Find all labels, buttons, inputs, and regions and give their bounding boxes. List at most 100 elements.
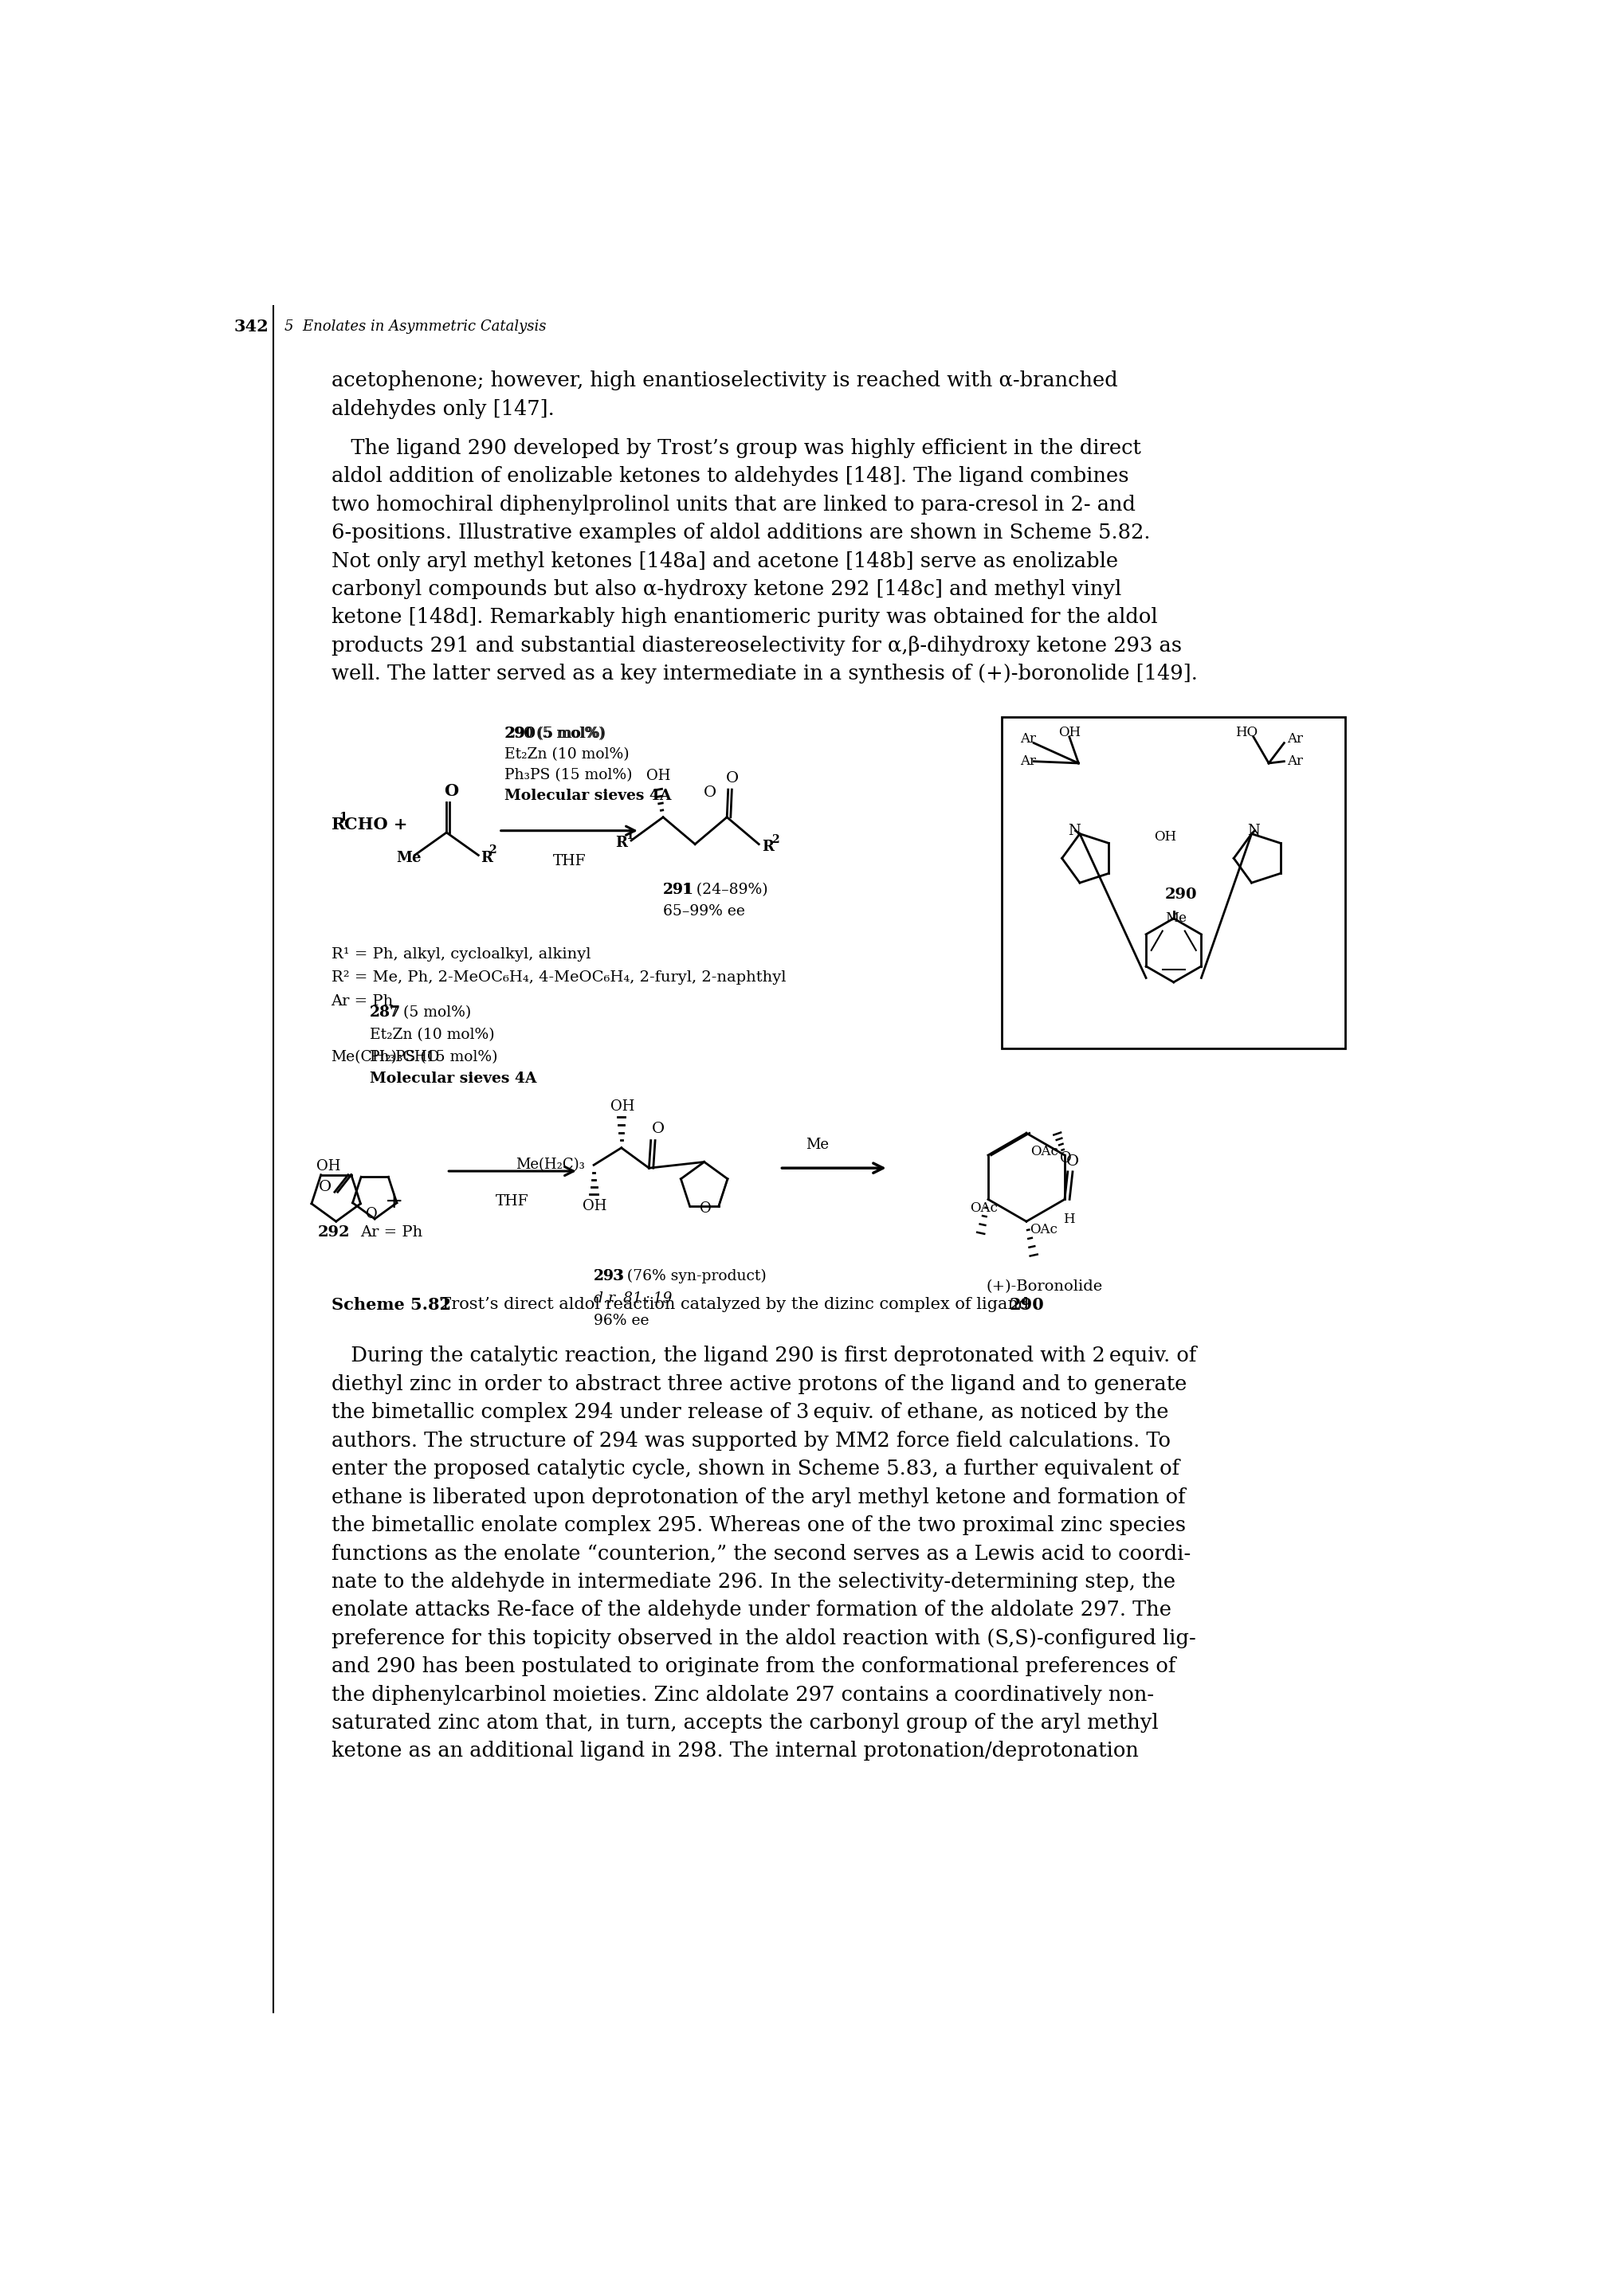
Text: OAc: OAc (1029, 1224, 1057, 1238)
Text: 292: 292 (317, 1226, 351, 1240)
Text: Trost’s direct aldol reaction catalyzed by the dizinc complex of ligand: Trost’s direct aldol reaction catalyzed … (429, 1297, 1034, 1311)
Text: During the catalytic reaction, the ligand 290 is first deprotonated with 2 equiv: During the catalytic reaction, the ligan… (331, 1345, 1196, 1366)
Text: the diphenylcarbinol moieties. Zinc aldolate 297 contains a coordinatively non-: the diphenylcarbinol moieties. Zinc aldo… (331, 1685, 1154, 1704)
Text: the bimetallic enolate complex 295. Whereas one of the two proximal zinc species: the bimetallic enolate complex 295. Wher… (331, 1515, 1185, 1536)
Text: enolate attacks Re-face of the aldehyde under formation of the aldolate 297. The: enolate attacks Re-face of the aldehyde … (331, 1600, 1170, 1621)
Text: THF: THF (496, 1194, 528, 1208)
Text: acetophenone; however, high enantioselectivity is reached with α-branched: acetophenone; however, high enantioselec… (331, 370, 1117, 390)
Text: OH: OH (583, 1199, 607, 1212)
Text: functions as the enolate “counterion,” the second serves as a Lewis acid to coor: functions as the enolate “counterion,” t… (331, 1543, 1191, 1564)
Text: 342: 342 (234, 319, 269, 335)
Text: Molecular sieves 4A: Molecular sieves 4A (504, 790, 672, 804)
Text: R¹ = Ph, alkyl, cycloalkyl, alkinyl: R¹ = Ph, alkyl, cycloalkyl, alkinyl (331, 948, 591, 962)
Text: products 291 and substantial diastereoselectivity for α,β-dihydroxy ketone 293 a: products 291 and substantial diastereose… (331, 636, 1182, 657)
Text: 290: 290 (1166, 889, 1198, 902)
Text: the bimetallic complex 294 under release of 3 equiv. of ethane, as noticed by th: the bimetallic complex 294 under release… (331, 1403, 1169, 1421)
Text: HO: HO (1234, 726, 1257, 739)
Text: ethane is liberated upon deprotonation of the aryl methyl ketone and formation o: ethane is liberated upon deprotonation o… (331, 1488, 1185, 1506)
Text: .: . (1034, 1297, 1039, 1311)
Text: aldehydes only [147].: aldehydes only [147]. (331, 400, 554, 418)
Text: H: H (1063, 1212, 1074, 1226)
Text: Me: Me (395, 850, 421, 866)
Text: Et₂Zn (10 mol%): Et₂Zn (10 mol%) (504, 746, 629, 762)
Text: 2: 2 (488, 845, 496, 856)
Text: 293: 293 (594, 1270, 624, 1283)
Text: Not only aryl methyl ketones [148a] and acetone [148b] serve as enolizable: Not only aryl methyl ketones [148a] and … (331, 551, 1117, 572)
Text: O: O (443, 783, 458, 799)
Text: preference for this topicity observed in the aldol reaction with (S,S)-configure: preference for this topicity observed in… (331, 1628, 1196, 1649)
Text: 2: 2 (772, 833, 778, 845)
Text: Ar: Ar (1020, 755, 1036, 769)
Text: OAc: OAc (970, 1201, 997, 1215)
Text: enter the proposed catalytic cycle, shown in Scheme 5.83, a further equivalent o: enter the proposed catalytic cycle, show… (331, 1458, 1180, 1479)
Text: saturated zinc atom that, in turn, accepts the carbonyl group of the aryl methyl: saturated zinc atom that, in turn, accep… (331, 1713, 1158, 1733)
Text: ketone [148d]. Remarkably high enantiomeric purity was obtained for the aldol: ketone [148d]. Remarkably high enantiome… (331, 608, 1158, 627)
Text: aldol addition of enolizable ketones to aldehydes [148]. The ligand combines: aldol addition of enolizable ketones to … (331, 466, 1129, 487)
Text: (+)-Boronolide: (+)-Boronolide (986, 1279, 1103, 1295)
Bar (1002, 716, 1345, 1049)
Text: Ar: Ar (1287, 755, 1303, 769)
Text: N: N (1247, 824, 1260, 838)
Text: R: R (480, 850, 492, 866)
Text: R² = Me, Ph, 2-MeOC₆H₄, 4-MeOC₆H₄, 2-furyl, 2-naphthyl: R² = Me, Ph, 2-MeOC₆H₄, 4-MeOC₆H₄, 2-fur… (331, 971, 786, 985)
Text: R: R (762, 840, 773, 854)
Text: 287: 287 (370, 1006, 400, 1019)
Text: Me(H₂C)₃: Me(H₂C)₃ (516, 1157, 584, 1173)
Text: OAc: OAc (1031, 1146, 1058, 1157)
Text: Me(CH₂)₃CHO: Me(CH₂)₃CHO (331, 1049, 440, 1063)
Text: OH: OH (1154, 831, 1177, 843)
Text: Ar: Ar (1287, 732, 1303, 746)
Text: O: O (700, 1201, 711, 1217)
Text: R: R (615, 836, 628, 850)
Text: Me: Me (1166, 912, 1186, 925)
Text: CHO +: CHO + (344, 817, 407, 833)
Text: OH: OH (610, 1100, 634, 1114)
Text: Molecular sieves 4A: Molecular sieves 4A (370, 1072, 536, 1086)
Text: 5  Enolates in Asymmetric Catalysis: 5 Enolates in Asymmetric Catalysis (285, 319, 546, 333)
Text: +: + (386, 1192, 403, 1212)
Text: O: O (1060, 1150, 1071, 1166)
Text: 291: 291 (663, 884, 695, 898)
Text: 290: 290 (504, 726, 536, 742)
Text: OH: OH (317, 1159, 341, 1173)
Text: O: O (652, 1123, 664, 1137)
Text: Et₂Zn (10 mol%): Et₂Zn (10 mol%) (370, 1029, 495, 1042)
Text: N: N (1068, 824, 1081, 838)
Text: THF: THF (552, 854, 586, 868)
Text: carbonyl compounds but also α-hydroxy ketone 292 [148c] and methyl vinyl: carbonyl compounds but also α-hydroxy ke… (331, 579, 1121, 599)
Text: OH: OH (647, 769, 671, 783)
Text: Scheme 5.82: Scheme 5.82 (331, 1297, 451, 1313)
Text: R: R (331, 817, 344, 833)
Text: well. The latter served as a key intermediate in a synthesis of (+)-boronolide [: well. The latter served as a key interme… (331, 664, 1198, 684)
Text: Me: Me (805, 1137, 829, 1153)
Text: O: O (365, 1208, 378, 1221)
Text: 290: 290 (1009, 1297, 1044, 1313)
Text: OH: OH (1058, 726, 1081, 739)
Text: authors. The structure of 294 was supported by MM2 force field calculations. To: authors. The structure of 294 was suppor… (331, 1430, 1170, 1451)
Text: O: O (1066, 1155, 1079, 1169)
Text: The ligand 290 developed by Trost’s group was highly efficient in the direct: The ligand 290 developed by Trost’s grou… (331, 439, 1140, 457)
Text: 290 (5 mol%): 290 (5 mol%) (504, 726, 607, 742)
Text: d.r. 81 : 19: d.r. 81 : 19 (594, 1290, 672, 1306)
Text: two homochiral diphenylprolinol units that are linked to para-cresol in 2- and: two homochiral diphenylprolinol units th… (331, 494, 1135, 514)
Text: 65–99% ee: 65–99% ee (663, 905, 744, 918)
Text: diethyl zinc in order to abstract three active protons of the ligand and to gene: diethyl zinc in order to abstract three … (331, 1375, 1186, 1394)
Text: 291 (24–89%): 291 (24–89%) (663, 884, 768, 898)
Text: Ar = Ph: Ar = Ph (360, 1226, 423, 1240)
Text: O: O (319, 1180, 331, 1194)
Text: Ar: Ar (1020, 732, 1036, 746)
Text: Ph₃PS (15 mol%): Ph₃PS (15 mol%) (370, 1049, 498, 1063)
Text: 293 (76% syn-product): 293 (76% syn-product) (594, 1270, 767, 1283)
Text: 6-positions. Illustrative examples of aldol additions are shown in Scheme 5.82.: 6-positions. Illustrative examples of al… (331, 523, 1150, 542)
Text: Ar = Ph: Ar = Ph (331, 994, 394, 1008)
Text: nate to the aldehyde in intermediate 296. In the selectivity-determining step, t: nate to the aldehyde in intermediate 296… (331, 1573, 1175, 1591)
Text: 1: 1 (626, 831, 634, 840)
Text: 1: 1 (339, 810, 347, 822)
Text: 287 (5 mol%): 287 (5 mol%) (370, 1006, 471, 1019)
Text: O: O (703, 785, 717, 799)
Text: (5 mol%): (5 mol%) (532, 726, 604, 742)
Text: Ph₃PS (15 mol%): Ph₃PS (15 mol%) (504, 769, 632, 783)
Text: and 290 has been postulated to originate from the conformational preferences of: and 290 has been postulated to originate… (331, 1655, 1175, 1676)
Text: 96% ee: 96% ee (594, 1313, 648, 1327)
Text: O: O (725, 771, 738, 785)
